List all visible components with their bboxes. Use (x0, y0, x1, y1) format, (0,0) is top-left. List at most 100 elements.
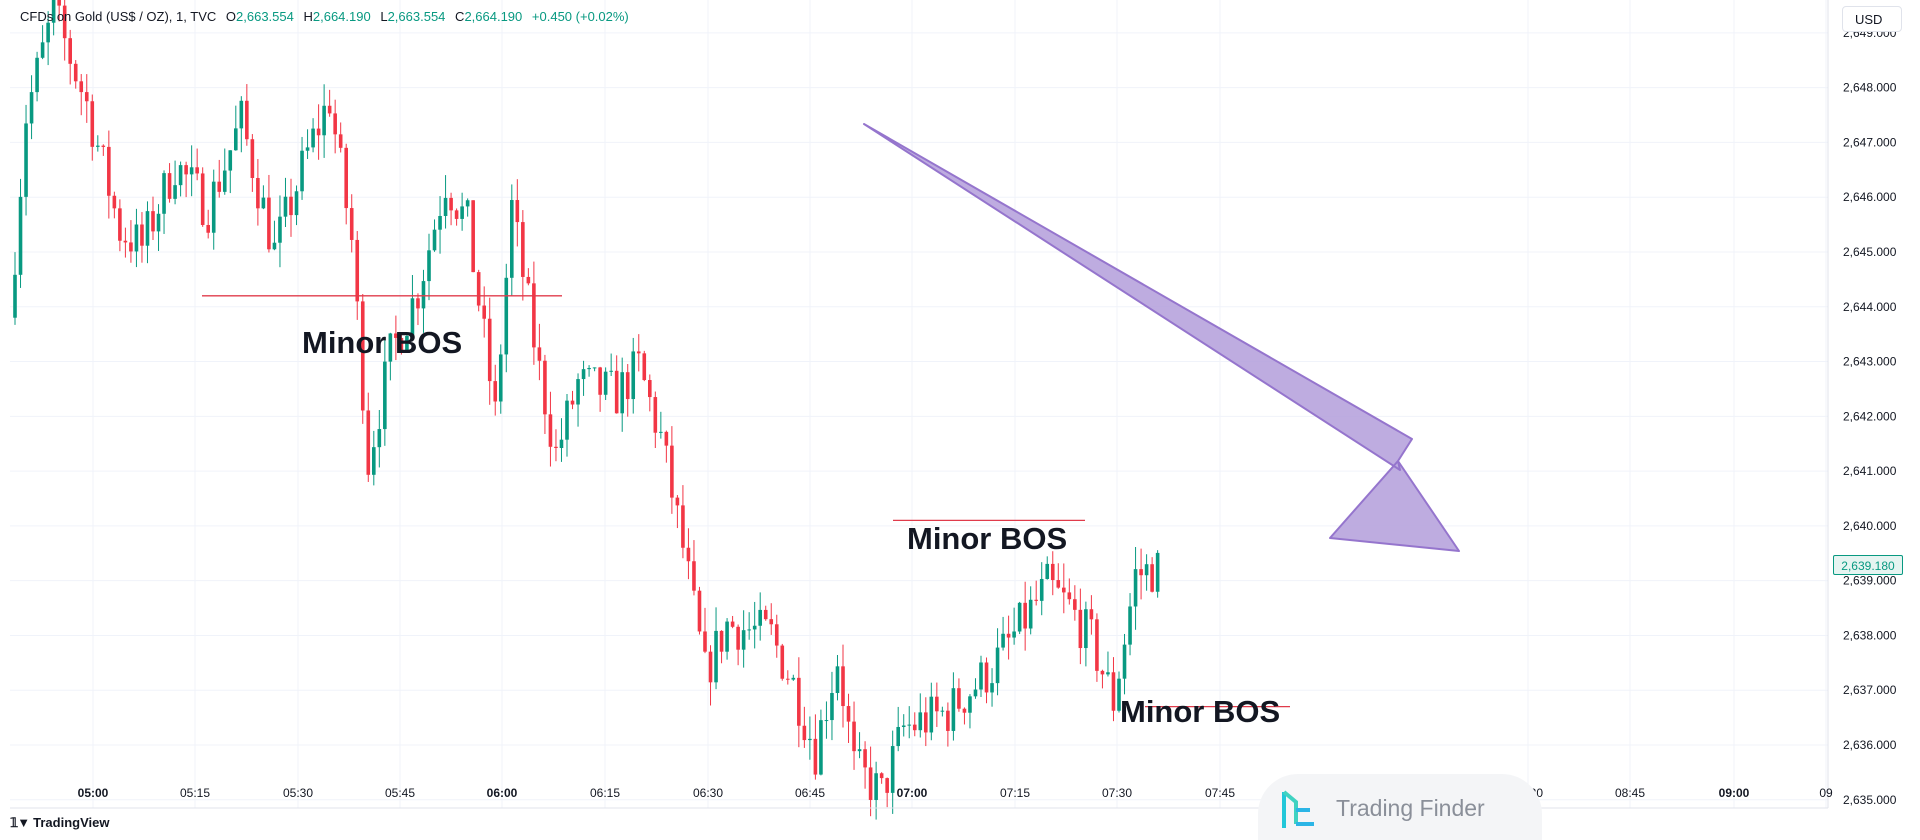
candle-body (405, 335, 409, 353)
candle-body (631, 351, 636, 400)
candle-body (1062, 587, 1066, 593)
candle-body (129, 242, 133, 252)
x-tick-label: 05:15 (180, 786, 210, 800)
x-tick-label: 06:45 (795, 786, 825, 800)
candle-body (372, 447, 376, 475)
y-tick-label: 2,642.000 (1843, 409, 1897, 423)
x-axis-tick-labels: 05:00 05:15 05:30 05:45 06:00 06:15 06:30 06:45… (78, 786, 1833, 800)
candle-body (493, 381, 498, 402)
candle-body (670, 445, 674, 498)
candle-body (510, 200, 514, 278)
candle-body (896, 726, 900, 747)
currency-button[interactable]: USD (1842, 6, 1902, 32)
symbol-name[interactable]: CFDs on Gold (US$ / OZ), 1, TVC (20, 9, 217, 24)
trading-finder-logo-icon (1282, 790, 1314, 828)
last-price-tag: 2,639.180 (1833, 555, 1903, 575)
candle-body (1106, 672, 1110, 675)
candle-body (465, 200, 470, 207)
tradingview-logo[interactable]: 𝟙▼ TradingView (10, 815, 109, 831)
x-tick-label: 06:30 (693, 786, 723, 800)
candle-body (471, 200, 475, 273)
candle-body (1017, 602, 1022, 632)
candle-body (1139, 569, 1143, 576)
candle-body (355, 239, 360, 302)
candle-body (1117, 678, 1121, 711)
candle-body (305, 147, 310, 151)
y-tick-label: 2,635.000 (1843, 793, 1897, 807)
candle-body (664, 431, 669, 446)
candle-body (885, 778, 889, 793)
candle-body (614, 370, 619, 414)
candle-body (278, 216, 282, 243)
candle-body (918, 712, 923, 731)
candle-body (217, 181, 222, 192)
candle-body (289, 196, 293, 216)
candle-body (797, 677, 801, 726)
candle-body (741, 630, 746, 650)
candle-body (548, 414, 553, 447)
candle-body (256, 178, 260, 209)
candle-body (592, 367, 597, 369)
candle-body (35, 57, 39, 93)
y-tick-label: 2,645.000 (1843, 245, 1897, 259)
candle-body (697, 590, 702, 632)
y-tick-label: 2,638.000 (1843, 628, 1897, 642)
y-tick-label: 2,646.000 (1843, 190, 1897, 204)
x-tick-label: 05:45 (385, 786, 415, 800)
candle-body (24, 123, 28, 197)
candle-body (769, 619, 774, 625)
candle-body (51, 0, 56, 23)
candle-body (399, 337, 404, 353)
candle-body (901, 725, 906, 727)
candle-body (178, 165, 183, 186)
candle-body (1001, 633, 1005, 648)
candle-body (852, 721, 856, 752)
candle-body (73, 63, 78, 82)
candle-body (222, 170, 227, 192)
candlestick-series (13, 0, 1160, 820)
candle-body (659, 431, 663, 433)
candle-body (681, 505, 685, 548)
close-label: C (455, 9, 465, 24)
candle-body (968, 696, 972, 713)
candle-body (57, 0, 61, 6)
y-tick-label: 2,641.000 (1843, 464, 1897, 478)
candle-body (537, 347, 542, 361)
candle-body (118, 208, 122, 241)
candle-body (863, 749, 867, 768)
candle-body (62, 5, 67, 39)
candle-body (857, 749, 862, 752)
candle-body (686, 547, 691, 562)
candle-body (1028, 599, 1033, 629)
candle-body (322, 105, 326, 136)
x-tick-label: 05:00 (78, 786, 109, 800)
candle-body (890, 746, 895, 793)
candle-body (377, 429, 382, 448)
candle-body (813, 738, 818, 775)
candle-body (526, 276, 531, 284)
candle-body (112, 195, 117, 209)
candle-body (46, 22, 50, 43)
x-tick-label: 07:15 (1000, 786, 1030, 800)
x-tick-label: 07:45 (1205, 786, 1235, 800)
candle-body (96, 145, 100, 147)
candle-body (1073, 599, 1077, 610)
high-label: H (303, 9, 313, 24)
candle-body (487, 318, 492, 382)
candle-body (979, 662, 983, 690)
candle-body (228, 150, 233, 171)
candle-body (162, 173, 166, 214)
down-trend-arrow[interactable] (863, 123, 1460, 552)
candle-body (1144, 564, 1149, 576)
candle-body (951, 688, 956, 731)
candle-body (570, 400, 575, 405)
candle-body (427, 250, 431, 282)
candle-body (620, 372, 624, 414)
watermark-text: Trading Finder (1336, 795, 1485, 821)
x-tick-label: 05:30 (283, 786, 313, 800)
candle-body (344, 147, 348, 209)
candle-body (708, 651, 713, 683)
candle-body (184, 165, 188, 175)
candle-body (675, 497, 680, 506)
